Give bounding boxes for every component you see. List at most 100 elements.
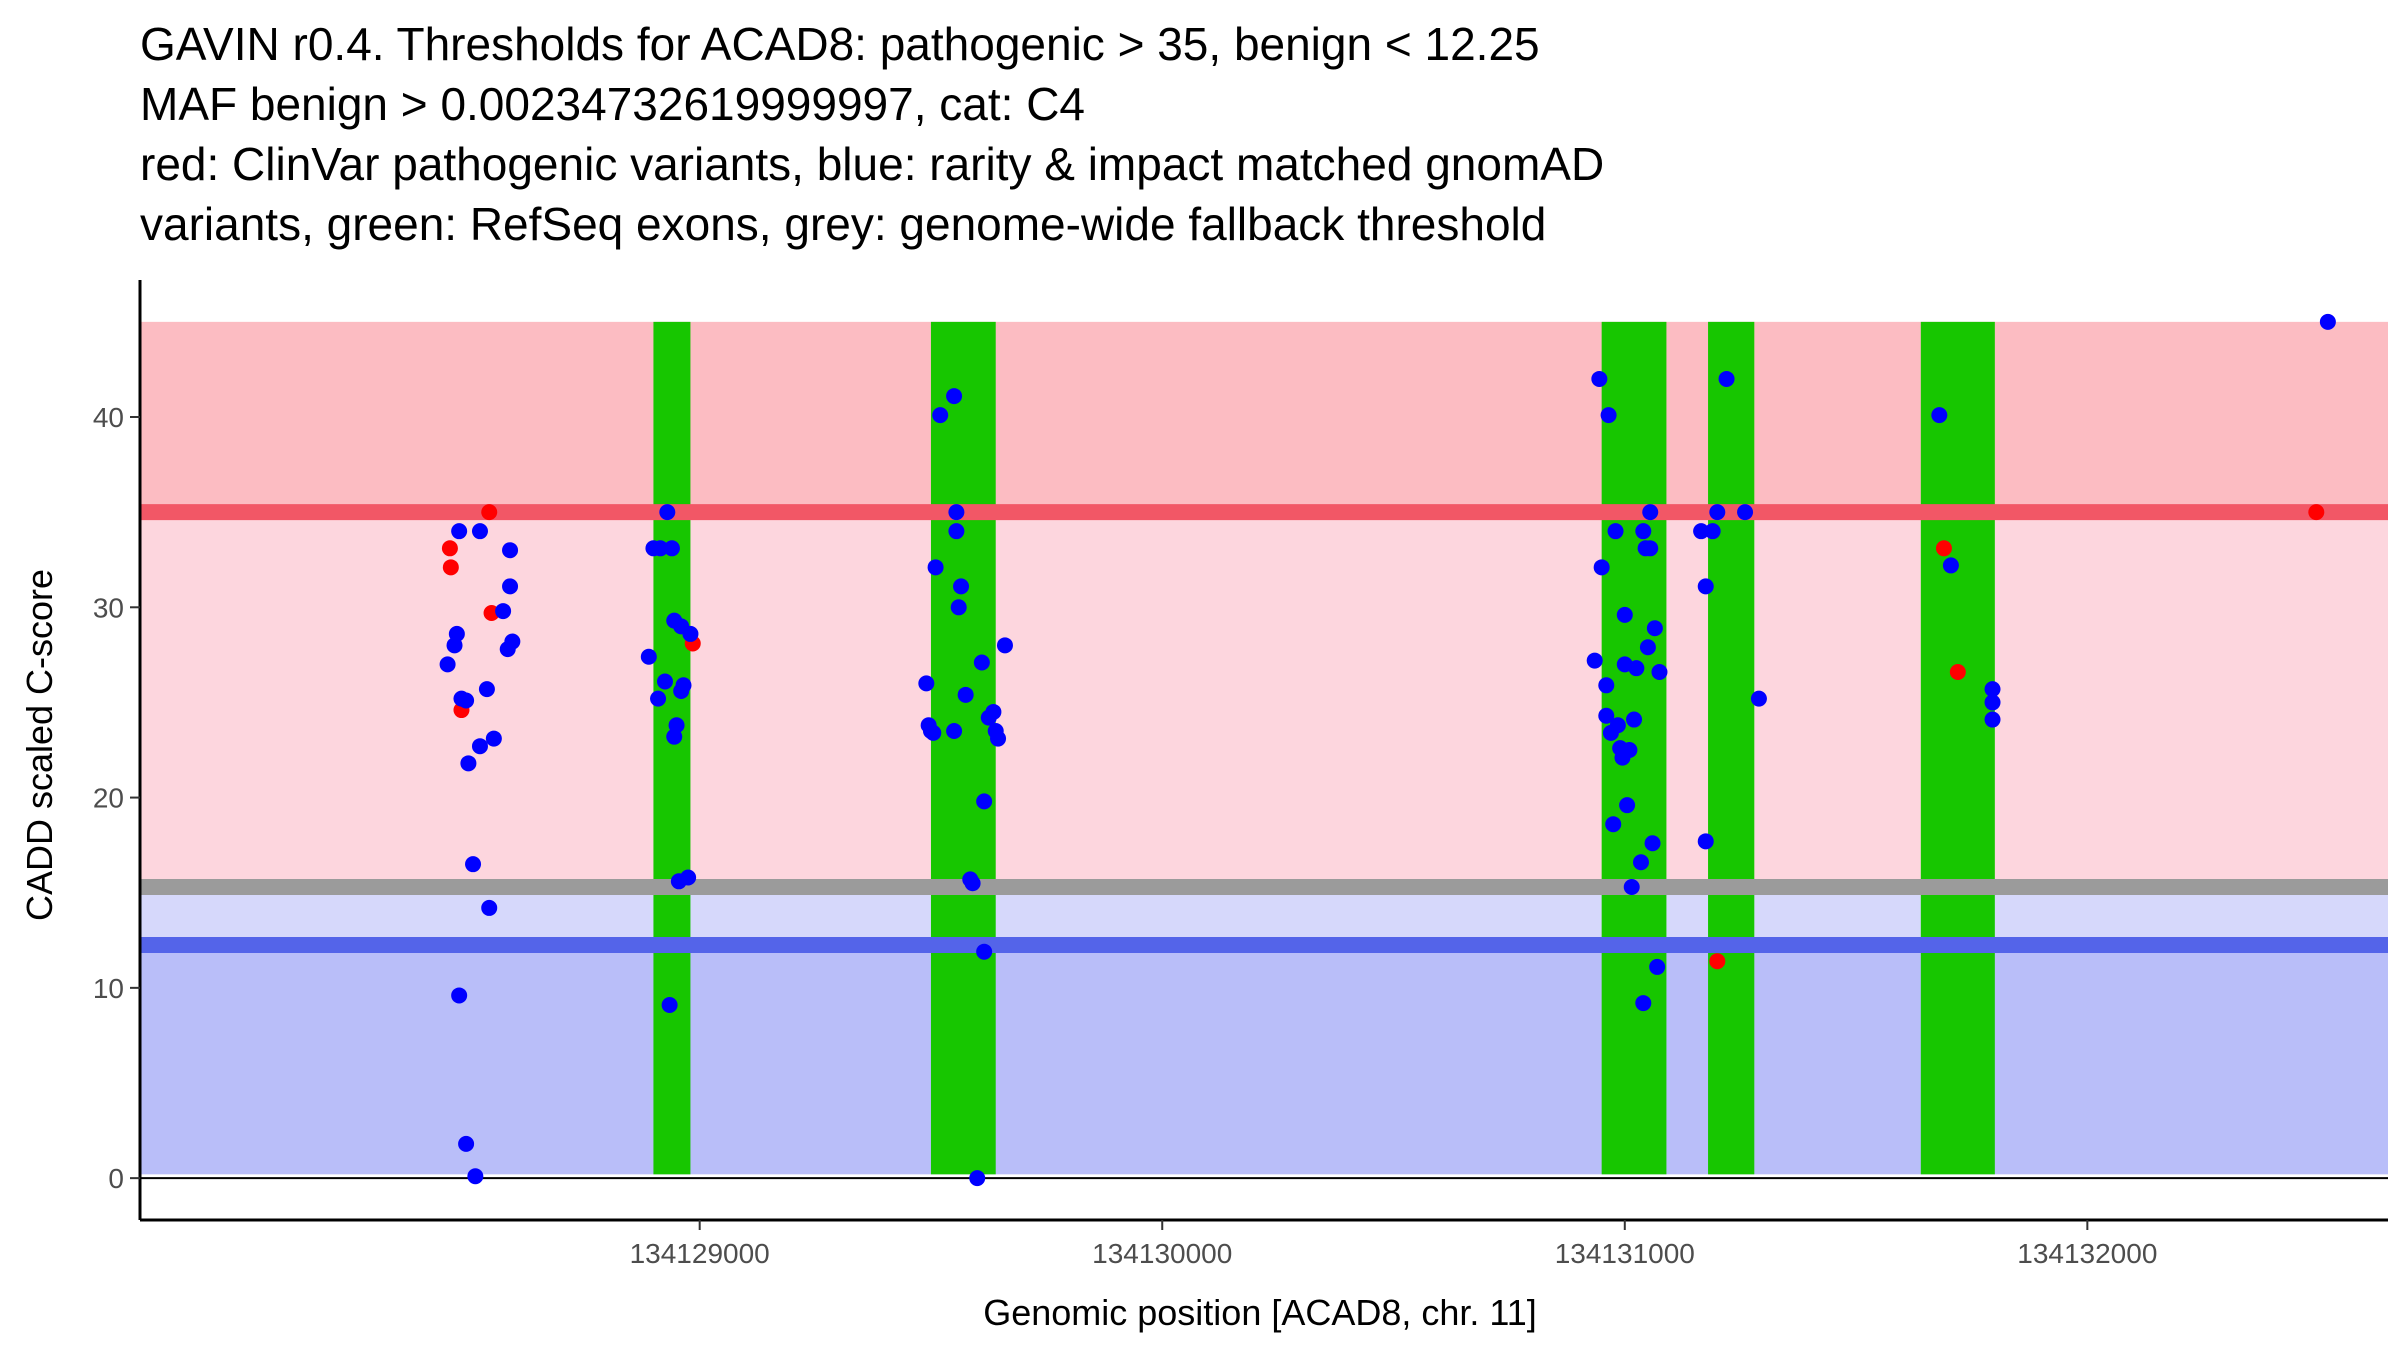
x-axis-ticks: 134129000 134130000 134131000 134132000	[630, 1220, 2157, 1269]
gnomad-point	[918, 675, 935, 692]
gnomad-point	[1621, 742, 1638, 758]
exon-bar-2	[930, 321, 996, 1175]
chart-title: GAVIN r0.4. Thresholds for ACAD8: pathog…	[140, 18, 1604, 250]
gnomad-point	[1984, 711, 2001, 728]
gnomad-point	[932, 407, 949, 424]
exon-bars	[653, 321, 1995, 1175]
gnomad-point	[478, 681, 495, 698]
gnomad-point	[990, 730, 1007, 747]
clinvar-point	[1709, 953, 1726, 970]
gnomad-point	[1593, 559, 1610, 576]
gnomad-point	[1750, 690, 1767, 707]
gnomad-point	[2319, 313, 2336, 330]
gnomad-point	[451, 987, 468, 1004]
gnomad-point	[1598, 707, 1615, 724]
clinvar-point	[442, 559, 459, 576]
pathogenic-region-band	[140, 321, 2388, 513]
gnomad-point	[1600, 407, 1617, 424]
gnomad-point	[1619, 797, 1636, 814]
region-bands	[140, 321, 2388, 1175]
gnomad-point	[1651, 663, 1668, 680]
gnomad-point	[465, 856, 482, 873]
gnomad-point	[1646, 620, 1663, 637]
gnomad-point	[957, 686, 974, 703]
gnomad-point	[663, 540, 680, 557]
gnomad-point	[1697, 833, 1714, 850]
gnomad-point	[946, 388, 963, 405]
gnomad-point	[1697, 578, 1714, 595]
gnomad-point	[650, 690, 667, 707]
gnomad-point	[652, 540, 669, 557]
gnomad-point	[458, 692, 475, 709]
gnomad-point	[948, 523, 965, 540]
gnomad-point	[640, 648, 657, 665]
gnomad-point	[953, 578, 970, 595]
x-tick-label: 134129000	[630, 1238, 770, 1269]
gnomad-point	[1984, 694, 2001, 711]
gnomad-point	[502, 578, 519, 595]
clinvar-point	[441, 540, 458, 557]
plot-panel	[140, 313, 2388, 1187]
gnomad-point	[948, 504, 965, 521]
gnomad-point	[448, 625, 465, 642]
gnomad-point	[471, 738, 488, 755]
gnomad-point	[1737, 504, 1754, 521]
gnomad-point	[1709, 504, 1726, 521]
clinvar-point	[481, 504, 498, 521]
gnomad-point	[1609, 717, 1626, 734]
axes	[138, 280, 2388, 1222]
gnomad-point	[1644, 835, 1661, 852]
gnomad-point	[467, 1168, 484, 1185]
x-tick-label: 134130000	[1092, 1238, 1232, 1269]
gnomad-point	[973, 654, 990, 671]
gnomad-point	[495, 603, 512, 620]
gnomad-point	[668, 717, 685, 734]
gnomad-point	[925, 724, 942, 741]
gnomad-point	[950, 599, 967, 616]
gnomad-point	[1626, 711, 1643, 728]
gnomad-point	[969, 1170, 986, 1187]
gnomad-point	[504, 633, 521, 650]
gnomad-point	[976, 943, 993, 960]
gnomad-point	[656, 673, 673, 690]
gnomad-point	[682, 625, 699, 642]
gnomad-point	[680, 869, 697, 886]
gnomad-point	[485, 730, 502, 747]
gnomad-point	[1693, 523, 1710, 540]
gnomad-point	[946, 722, 963, 739]
gnomad-point	[661, 996, 678, 1013]
gnomad-point	[1635, 995, 1652, 1012]
variant-points	[439, 313, 2336, 1187]
gnomad-point	[1635, 523, 1652, 540]
title-line-2: MAF benign > 0.00234732619999997, cat: C…	[140, 78, 1085, 130]
clinvar-point	[1935, 540, 1952, 557]
gnomad-point	[927, 559, 944, 576]
y-tick-label: 20	[93, 783, 124, 814]
exon-bar-1	[653, 321, 691, 1175]
gnomad-point	[1616, 606, 1633, 623]
y-tick-label: 40	[93, 402, 124, 433]
intermediate-region-band	[140, 512, 2388, 888]
gnomad-point	[1628, 660, 1645, 677]
y-axis-ticks: 0 10 20 30 40	[93, 402, 140, 1194]
gnomad-point	[481, 899, 498, 916]
gnomad-point	[460, 755, 477, 772]
gnomad-point	[1718, 370, 1735, 387]
gnomad-point	[1586, 652, 1603, 669]
exon-bar-5	[1920, 321, 1995, 1175]
gnomad-point	[1605, 816, 1622, 833]
gnomad-point	[996, 637, 1013, 654]
gnomad-point	[1649, 958, 1666, 975]
gnomad-point	[1607, 523, 1624, 540]
gnomad-point	[1984, 681, 2001, 698]
title-line-3: red: ClinVar pathogenic variants, blue: …	[140, 138, 1604, 190]
gnomad-point	[471, 523, 488, 540]
gnomad-point	[1931, 407, 1948, 424]
title-line-1: GAVIN r0.4. Thresholds for ACAD8: pathog…	[140, 18, 1540, 70]
gnomad-point	[1642, 540, 1659, 557]
gnomad-point	[985, 703, 1002, 720]
y-tick-label: 10	[93, 973, 124, 1004]
fallback-lower-band	[140, 887, 2388, 946]
gnomad-point	[1591, 370, 1608, 387]
exon-bar-4	[1708, 321, 1755, 1175]
